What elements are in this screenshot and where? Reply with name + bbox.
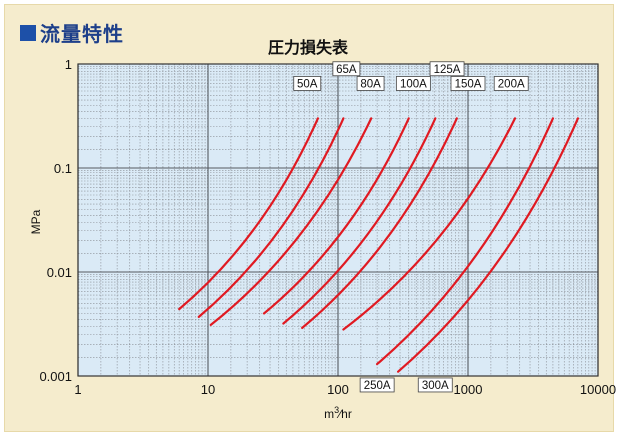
series-label-text: 250A [364,380,391,392]
series-label-65a: 65A [332,61,361,77]
series-label-150a: 150A [450,76,486,91]
x-tick-labels: 1 10 100 1000 10000 [74,382,616,397]
series-label-box [417,377,453,393]
series-lines [178,117,579,373]
series-line-300a [397,117,579,373]
series-label-text: 100A [400,79,427,91]
chart-title: 圧力損失表 [268,40,349,57]
x-tick-label: 1 [74,382,81,397]
series-label-250a: 250A [359,377,395,393]
x-tick-label: 10 [201,382,215,397]
series-label-text: 300A [422,380,449,392]
series-label-box [450,76,486,91]
series-label-box [395,76,431,91]
series-label-text: 200A [498,79,525,91]
y-tick-label: 0.1 [54,161,72,176]
minor-grid [78,64,598,376]
square-bullet-icon [20,24,36,41]
series-label-box [493,76,529,91]
section-title: 流量特性 [40,24,124,46]
series-label-text: 150A [455,79,482,91]
x-axis-label: m3∕hr [324,405,352,421]
series-label-box [359,377,395,393]
series-label-box [293,76,322,91]
x-tick-label: 1000 [454,382,483,397]
series-label-100a: 100A [395,76,431,91]
series-label-text: 50A [297,79,318,91]
series-line-50a [178,117,319,311]
series-label-125a: 125A [429,61,465,77]
series-line-100a [263,117,410,315]
x-axis-label-sup: 3 [334,405,339,415]
series-line-125a [282,117,437,325]
x-axis-label-base: m [324,407,334,421]
y-tick-label: 0.001 [39,369,72,384]
series-label-50a: 50A [293,76,322,91]
y-axis-label: MPa [29,209,43,234]
series-label-text: 65A [336,64,357,76]
series-line-150a [301,117,458,329]
series-label-box [332,61,361,77]
series-label-300a: 300A [417,377,453,393]
series-line-80a [209,117,373,326]
series-label-text: 125A [434,64,461,76]
section-heading: 流量特性 [20,18,124,47]
series-label-box [429,61,465,77]
series-line-65a [197,117,345,318]
y-tick-labels: 0.001 0.01 0.1 1 [39,57,72,384]
y-tick-label: 0.01 [47,265,72,280]
x-axis-label-rest: ∕hr [336,407,352,421]
y-tick-label: 1 [65,57,72,72]
series-label-box [356,76,385,91]
x-tick-label: 10000 [580,382,616,397]
series-label-text: 80A [360,79,381,91]
series-line-250a [376,117,554,366]
series-label-80a: 80A [356,76,385,91]
series-line-200a [342,117,517,331]
x-tick-label: 100 [327,382,349,397]
series-label-200a: 200A [493,76,529,91]
